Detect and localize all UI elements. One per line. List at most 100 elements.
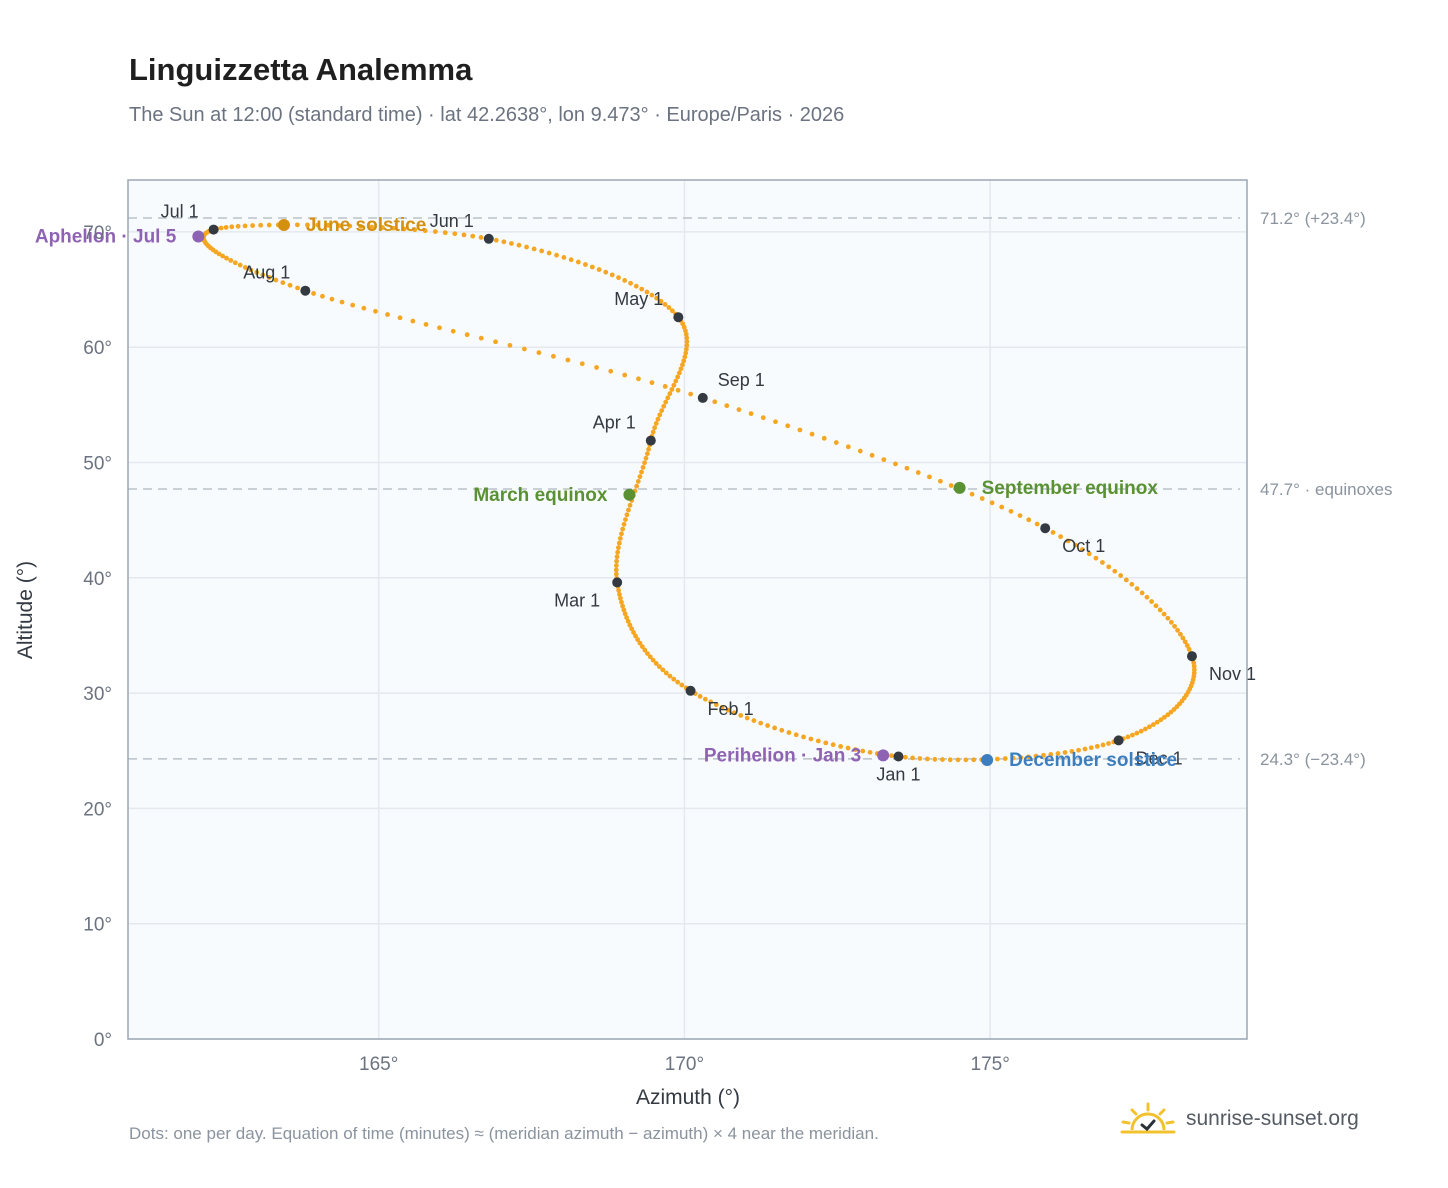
month-marker-dot xyxy=(300,285,311,296)
day-dot xyxy=(589,264,595,270)
day-dot xyxy=(609,272,615,278)
day-dot xyxy=(620,603,626,609)
day-dot xyxy=(940,757,945,762)
day-dot xyxy=(667,673,673,679)
day-dot xyxy=(613,571,619,577)
day-dot xyxy=(248,267,254,273)
day-dot xyxy=(948,483,954,488)
day-dot xyxy=(628,280,633,286)
day-dot xyxy=(889,753,894,759)
day-dot xyxy=(260,272,266,278)
day-dot xyxy=(652,425,658,431)
month-marker-label: Sep 1 xyxy=(718,370,765,390)
day-dot xyxy=(478,235,484,240)
day-dot xyxy=(679,682,685,688)
day-dot xyxy=(655,416,661,422)
day-dot xyxy=(1026,754,1031,760)
day-dot xyxy=(622,611,628,617)
month-marker-dot xyxy=(893,751,904,762)
day-dot xyxy=(410,318,416,324)
day-dot xyxy=(521,346,527,352)
day-dot xyxy=(1182,639,1188,645)
plot-area xyxy=(128,180,1247,1039)
day-dot xyxy=(470,233,476,239)
day-dot xyxy=(320,293,325,299)
day-dot xyxy=(653,661,659,666)
day-dot xyxy=(1161,611,1167,617)
day-dot xyxy=(765,723,771,728)
day-dot xyxy=(373,308,378,314)
month-marker-label: May 1 xyxy=(614,289,663,309)
day-dot xyxy=(616,545,621,551)
day-dot xyxy=(594,365,599,370)
day-dot xyxy=(1162,714,1167,720)
day-dot xyxy=(654,295,659,301)
x-axis-label: Azimuth (°) xyxy=(636,1086,740,1109)
day-dot xyxy=(1076,747,1081,753)
day-dot xyxy=(927,474,932,480)
day-dot xyxy=(1079,547,1085,552)
day-dot xyxy=(669,308,675,314)
day-dot xyxy=(224,255,229,261)
day-dot xyxy=(1154,719,1160,725)
day-dot xyxy=(561,254,567,260)
day-dot xyxy=(910,755,916,761)
chart-subtitle: The Sun at 12:00 (standard time) · lat 4… xyxy=(129,104,845,126)
event-marker-label: December solstice xyxy=(1009,750,1177,771)
day-dot xyxy=(397,315,403,321)
day-dot xyxy=(616,588,622,593)
day-dot xyxy=(422,228,428,234)
day-dot xyxy=(273,277,279,283)
day-dot xyxy=(1072,542,1078,548)
day-dot xyxy=(639,286,645,292)
day-dot xyxy=(1002,756,1008,761)
day-dot xyxy=(971,757,977,763)
event-marker-label: Aphelion · Jul 5 xyxy=(35,226,177,247)
event-marker-dot xyxy=(623,488,636,501)
footnote: Dots: one per day. Equation of time (min… xyxy=(129,1124,879,1143)
day-dot xyxy=(658,298,664,304)
day-dot xyxy=(640,464,646,470)
day-dot xyxy=(1123,577,1129,583)
plot-frame xyxy=(127,179,1248,1040)
day-dot xyxy=(464,332,470,338)
day-dot xyxy=(250,223,256,228)
day-dot xyxy=(1180,635,1186,641)
day-dot xyxy=(242,265,248,270)
reference-line-label: 47.7° · equinoxes xyxy=(1260,480,1393,499)
day-dot xyxy=(524,244,529,250)
day-dot xyxy=(1150,722,1156,727)
day-dot xyxy=(614,554,620,560)
event-marker-dot xyxy=(277,218,290,231)
day-dot xyxy=(881,457,887,463)
day-dot xyxy=(1147,724,1152,730)
day-dot xyxy=(311,291,316,296)
x-tick-label: 170° xyxy=(665,1054,704,1075)
day-dot xyxy=(1138,728,1144,734)
day-dot xyxy=(1112,568,1118,574)
day-dot xyxy=(622,278,628,283)
month-marker-dot xyxy=(208,224,219,235)
day-dot xyxy=(629,626,635,632)
day-dot xyxy=(660,667,666,673)
day-dot xyxy=(1129,581,1135,587)
day-dot xyxy=(1134,586,1140,592)
day-dot xyxy=(725,707,731,713)
event-markers: June solstice December solstice March equi… xyxy=(35,215,1177,771)
day-dot xyxy=(621,521,627,527)
day-dot xyxy=(657,664,662,670)
day-dot xyxy=(867,749,873,755)
month-marker-label: Dec 1 xyxy=(1136,748,1183,768)
day-dot xyxy=(536,350,542,356)
day-dot xyxy=(450,328,456,334)
day-dot xyxy=(665,395,671,401)
day-dot xyxy=(1165,615,1171,621)
day-dot xyxy=(501,239,507,245)
day-dot xyxy=(904,465,910,471)
day-dot xyxy=(633,283,639,289)
day-dot xyxy=(1018,755,1024,760)
reference-line-label: 71.2° (+23.4°) xyxy=(1260,209,1366,228)
day-dot xyxy=(1094,743,1100,749)
brand[interactable]: sunrise-sunset.org xyxy=(1120,1102,1359,1136)
day-dot xyxy=(662,384,668,389)
